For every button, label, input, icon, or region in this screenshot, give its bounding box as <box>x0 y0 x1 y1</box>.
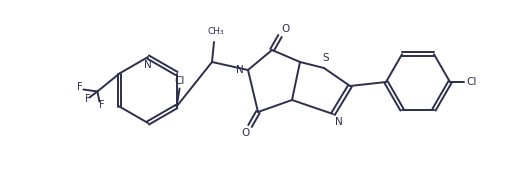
Text: Cl: Cl <box>174 75 185 86</box>
Text: N: N <box>144 60 152 70</box>
Text: O: O <box>281 24 289 34</box>
Text: F: F <box>85 95 90 105</box>
Text: F: F <box>77 82 82 92</box>
Text: O: O <box>241 128 249 138</box>
Text: F: F <box>99 100 104 110</box>
Text: N: N <box>335 117 343 127</box>
Text: S: S <box>323 53 329 63</box>
Text: N: N <box>236 65 244 75</box>
Text: CH₃: CH₃ <box>208 28 225 37</box>
Text: Cl: Cl <box>467 77 477 87</box>
